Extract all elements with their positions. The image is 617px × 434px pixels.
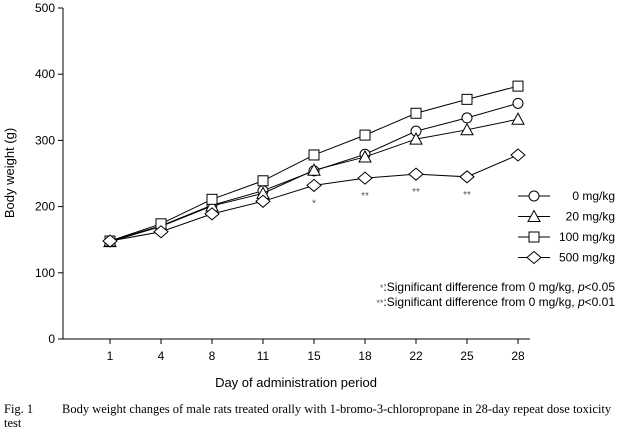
x-tick-label: 22: [409, 349, 423, 363]
data-point-diamond: [357, 171, 373, 185]
y-tick-label: 100: [35, 266, 55, 280]
x-tick-label: 25: [460, 349, 474, 363]
data-point-triangle: [460, 122, 474, 136]
data-point-diamond: [204, 207, 220, 221]
caption-label: Fig. 1: [4, 402, 34, 416]
data-point-square: [257, 175, 269, 187]
data-point-diamond: [255, 194, 271, 208]
data-point-triangle: [409, 132, 423, 145]
data-point-square: [461, 93, 473, 105]
significance-mark: **: [412, 187, 420, 198]
significance-mark: **: [361, 191, 369, 202]
x-tick-label: 4: [158, 349, 165, 363]
data-point-square: [308, 149, 320, 161]
data-point-square: [359, 129, 371, 141]
x-tick-label: 1: [107, 349, 114, 363]
y-tick-label: 300: [35, 133, 55, 147]
data-point-diamond: [102, 234, 118, 248]
legend-marker-triangle: [527, 209, 541, 222]
y-tick-label: 400: [35, 67, 55, 81]
y-tick-label: 0: [48, 332, 55, 346]
x-tick-label: 8: [209, 349, 216, 363]
legend-marker-diamond: [526, 250, 542, 265]
x-tick-label: 15: [307, 349, 321, 363]
legend-label: 100 mg/kg: [559, 230, 615, 244]
caption-text: Body weight changes of male rats treated…: [4, 402, 612, 430]
data-point-square: [206, 193, 218, 205]
legend-label: 0 mg/kg: [572, 189, 615, 203]
legend-marker-square: [528, 231, 540, 243]
data-point-circle: [512, 97, 524, 109]
body-weight-chart: 0 100 200 300 400 500 1 4 8 11 15 18 22 25 28 Day of ad…: [2, 1, 615, 390]
data-point-diamond: [306, 178, 322, 193]
x-axis-label: Day of administration period: [215, 375, 377, 390]
data-point-diamond: [153, 225, 169, 239]
significance-note: *:Significant difference from 0 mg/kg, p…: [380, 280, 615, 294]
data-point-diamond: [459, 170, 475, 184]
data-point-triangle: [358, 149, 372, 163]
legend-label: 20 mg/kg: [566, 210, 615, 224]
data-point-triangle: [511, 112, 525, 125]
y-tick-label: 200: [35, 200, 55, 214]
x-tick-label: 28: [511, 349, 525, 363]
y-tick-label: 500: [35, 1, 55, 15]
significance-note: **:Significant difference from 0 mg/kg, …: [376, 295, 615, 309]
y-axis-label: Body weight (g): [2, 128, 17, 218]
significance-mark: *: [312, 198, 316, 209]
data-point-diamond: [408, 167, 424, 181]
data-point-square: [410, 107, 422, 119]
x-tick-label: 18: [358, 349, 372, 363]
legend-marker-circle: [528, 190, 540, 202]
data-point-diamond: [510, 148, 526, 162]
data-point-square: [512, 80, 524, 92]
data-point-triangle: [307, 163, 321, 176]
significance-mark: **: [463, 190, 471, 201]
figure-caption: Fig. 1 Body weight changes of male rats t…: [4, 402, 616, 430]
data-point-circle: [461, 112, 473, 124]
x-tick-label: 11: [257, 349, 270, 363]
legend-label: 500 mg/kg: [559, 251, 615, 265]
